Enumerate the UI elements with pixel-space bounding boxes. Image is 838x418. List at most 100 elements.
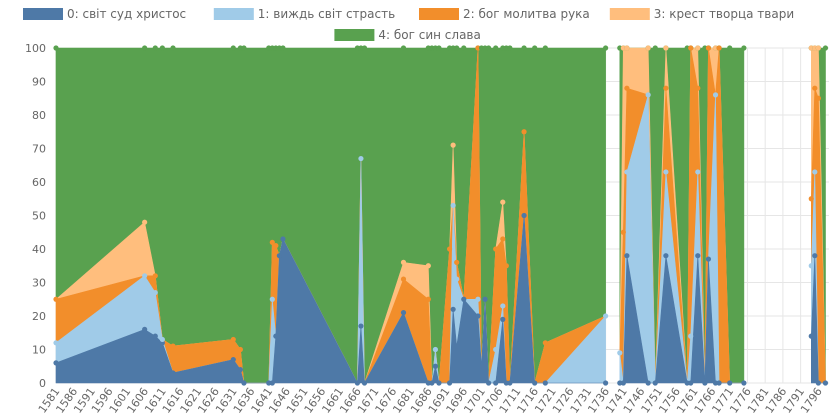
point-s0-55 — [822, 380, 829, 386]
y-axis: 0 10 20 30 40 50 60 70 80 90 100 — [25, 42, 46, 390]
legend-label-0: 0: світ суд христос — [67, 7, 186, 21]
point-s0-36 — [603, 380, 609, 386]
point-s4-16 — [400, 45, 407, 51]
point-s4-2 — [152, 45, 158, 51]
point-s1-23 — [454, 276, 460, 282]
point-s0-12 — [280, 236, 286, 242]
area-series-0-seg-2 — [811, 255, 826, 384]
point-s0-29 — [493, 380, 499, 386]
point-s4-41 — [652, 45, 658, 51]
legend-label-1: 1: виждь світ страсть — [258, 7, 395, 21]
point-s4-23 — [454, 45, 460, 51]
point-s0-44 — [688, 380, 694, 386]
point-s4-33 — [521, 45, 527, 51]
point-s4-35 — [542, 45, 548, 51]
point-s2-39 — [624, 85, 630, 91]
legend-swatch-1 — [213, 8, 254, 20]
point-s4-24 — [461, 45, 467, 51]
point-s1-36 — [603, 313, 609, 319]
point-s0-18 — [429, 380, 435, 386]
point-s1-37 — [617, 350, 623, 356]
point-s3-17 — [425, 263, 431, 269]
point-s2-53 — [812, 85, 818, 91]
point-s4-51 — [741, 45, 747, 51]
point-s1-19 — [432, 346, 439, 353]
point-s0-51 — [741, 380, 747, 386]
point-s1-3 — [159, 336, 165, 343]
point-s0-42 — [663, 253, 669, 259]
legend-label-4: 4: бог син слава — [378, 28, 480, 42]
point-s2-6 — [237, 346, 243, 353]
point-s0-52 — [808, 333, 814, 339]
point-s0-50 — [727, 380, 733, 386]
point-s3-42 — [663, 45, 669, 51]
point-s1-45 — [695, 169, 701, 175]
point-s0-20 — [436, 380, 442, 386]
point-s4-5 — [230, 45, 236, 51]
point-s1-2 — [152, 289, 158, 296]
point-s0-7 — [241, 380, 247, 386]
point-s2-54 — [815, 95, 821, 101]
legend-swatch-0 — [23, 8, 63, 20]
y-tick-label: 10 — [32, 344, 46, 357]
point-s4-20 — [436, 45, 442, 51]
point-s1-39 — [624, 169, 630, 175]
point-s0-11 — [276, 253, 282, 259]
point-s1-44 — [688, 333, 694, 339]
point-s2-42 — [663, 85, 669, 91]
point-s0-14 — [358, 323, 364, 329]
point-s0-26 — [478, 363, 485, 369]
y-tick-label: 70 — [32, 143, 46, 156]
point-s1-14 — [358, 155, 364, 162]
point-s4-34 — [532, 45, 538, 51]
point-s4-7 — [241, 45, 247, 51]
point-s1-22 — [450, 202, 456, 209]
point-s2-52 — [808, 196, 814, 202]
point-s0-33 — [521, 212, 527, 219]
point-s0-0 — [53, 360, 59, 366]
point-s2-16 — [400, 276, 407, 282]
point-s0-10 — [273, 333, 279, 339]
point-s2-0 — [53, 296, 59, 302]
point-s2-44 — [688, 45, 694, 51]
point-s1-40 — [645, 92, 651, 98]
point-s0-34 — [532, 380, 538, 386]
point-s1-52 — [808, 263, 814, 269]
point-s4-29 — [493, 45, 499, 51]
point-s4-4 — [170, 45, 176, 51]
point-s0-30 — [500, 316, 506, 322]
point-s4-15 — [361, 45, 368, 51]
point-s3-16 — [400, 259, 407, 265]
point-s2-17 — [425, 296, 431, 302]
point-s1-0 — [53, 340, 59, 346]
point-s0-41 — [652, 380, 658, 386]
point-s1-53 — [812, 169, 818, 175]
point-s0-19 — [432, 363, 439, 369]
point-s4-0 — [53, 45, 59, 51]
point-s2-23 — [454, 259, 460, 265]
point-s3-22 — [450, 142, 456, 148]
point-s2-29 — [493, 246, 499, 252]
point-s2-9 — [269, 239, 275, 245]
point-s0-39 — [624, 253, 630, 259]
y-tick-label: 100 — [25, 42, 46, 55]
point-s2-49 — [716, 45, 722, 51]
point-s0-45 — [695, 253, 701, 259]
point-s2-2 — [152, 273, 158, 279]
point-s4-1 — [142, 45, 148, 51]
legend[interactable]: 0: світ суд христос 1: виждь світ страсть… — [23, 7, 794, 42]
point-s0-4 — [170, 370, 176, 376]
point-s3-45 — [695, 45, 701, 51]
area-series-0-seg-1 — [619, 255, 744, 384]
point-s0-27 — [482, 296, 488, 302]
point-s4-12 — [280, 45, 286, 51]
point-s1-25 — [475, 296, 481, 302]
y-tick-label: 30 — [32, 277, 46, 290]
point-s0-21 — [446, 380, 453, 386]
point-s1-48 — [712, 92, 719, 98]
y-tick-label: 40 — [32, 243, 46, 256]
point-s0-49 — [716, 380, 722, 386]
point-s4-55 — [822, 45, 829, 51]
point-s0-35 — [542, 380, 548, 386]
point-s0-38 — [620, 380, 626, 386]
